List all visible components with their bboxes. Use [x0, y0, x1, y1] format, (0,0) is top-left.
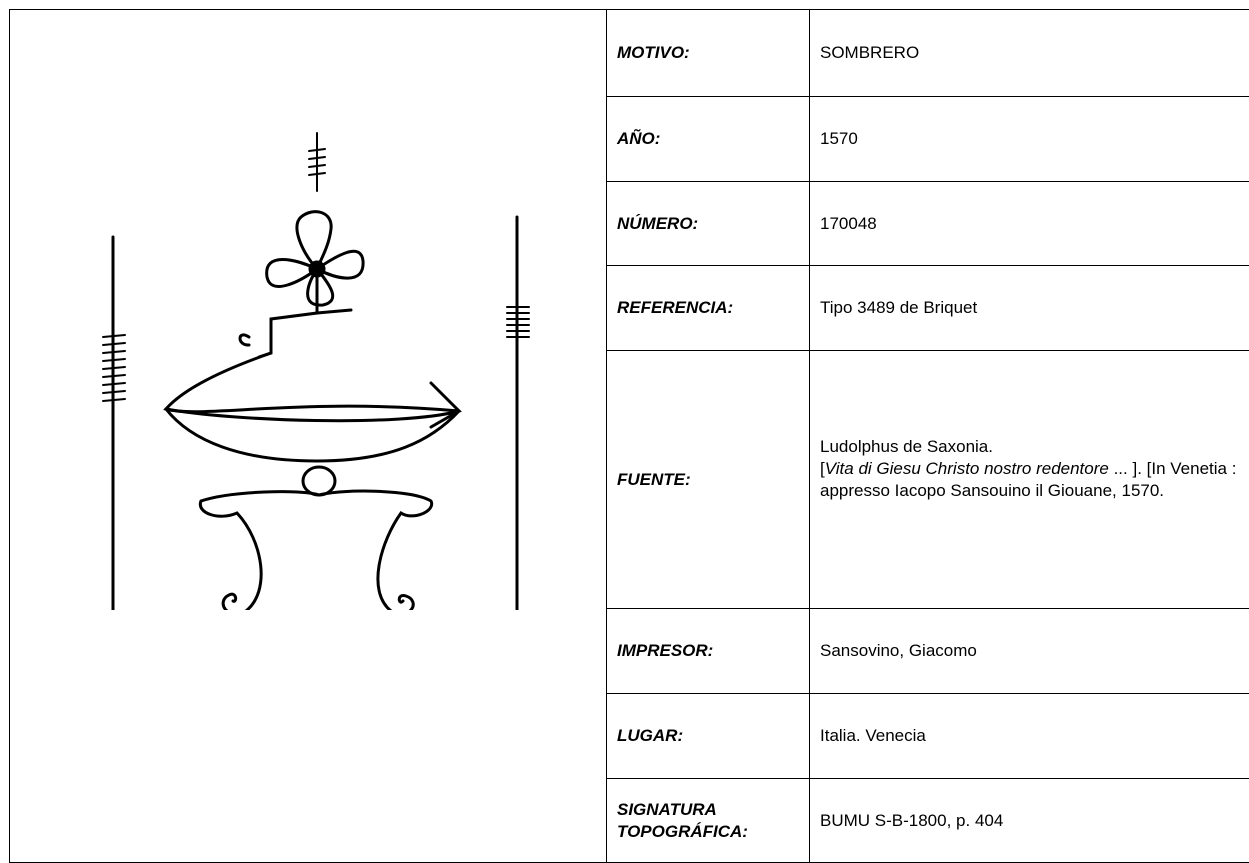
field-label: MOTIVO: [607, 10, 810, 97]
record-table: MOTIVO: SOMBRERO AÑO:1570 NÚMERO:170048 … [9, 9, 1249, 863]
field-value: Tipo 3489 de Briquet [810, 266, 1249, 351]
field-value: 1570 [810, 97, 1249, 182]
field-value: Italia. Venecia [810, 694, 1249, 779]
image-cell [10, 10, 607, 863]
watermark-drawing [10, 10, 606, 610]
field-label: NÚMERO: [607, 182, 810, 266]
field-label: FUENTE: [607, 351, 810, 609]
value-title: Vita di Giesu Christo nostro redentore [825, 459, 1109, 478]
field-value: Ludolphus de Saxonia.[Vita di Giesu Chri… [810, 351, 1249, 609]
field-label: SIGNATURA TOPOGRÁFICA: [607, 779, 810, 863]
field-label: REFERENCIA: [607, 266, 810, 351]
field-label: LUGAR: [607, 694, 810, 779]
field-value: BUMU S-B-1800, p. 404 [810, 779, 1249, 863]
field-value: SOMBRERO [810, 10, 1249, 97]
value-text: Ludolphus de Saxonia. [820, 437, 993, 456]
field-value: Sansovino, Giacomo [810, 609, 1249, 694]
field-label: AÑO: [607, 97, 810, 182]
field-label: IMPRESOR: [607, 609, 810, 694]
field-value: 170048 [810, 182, 1249, 266]
